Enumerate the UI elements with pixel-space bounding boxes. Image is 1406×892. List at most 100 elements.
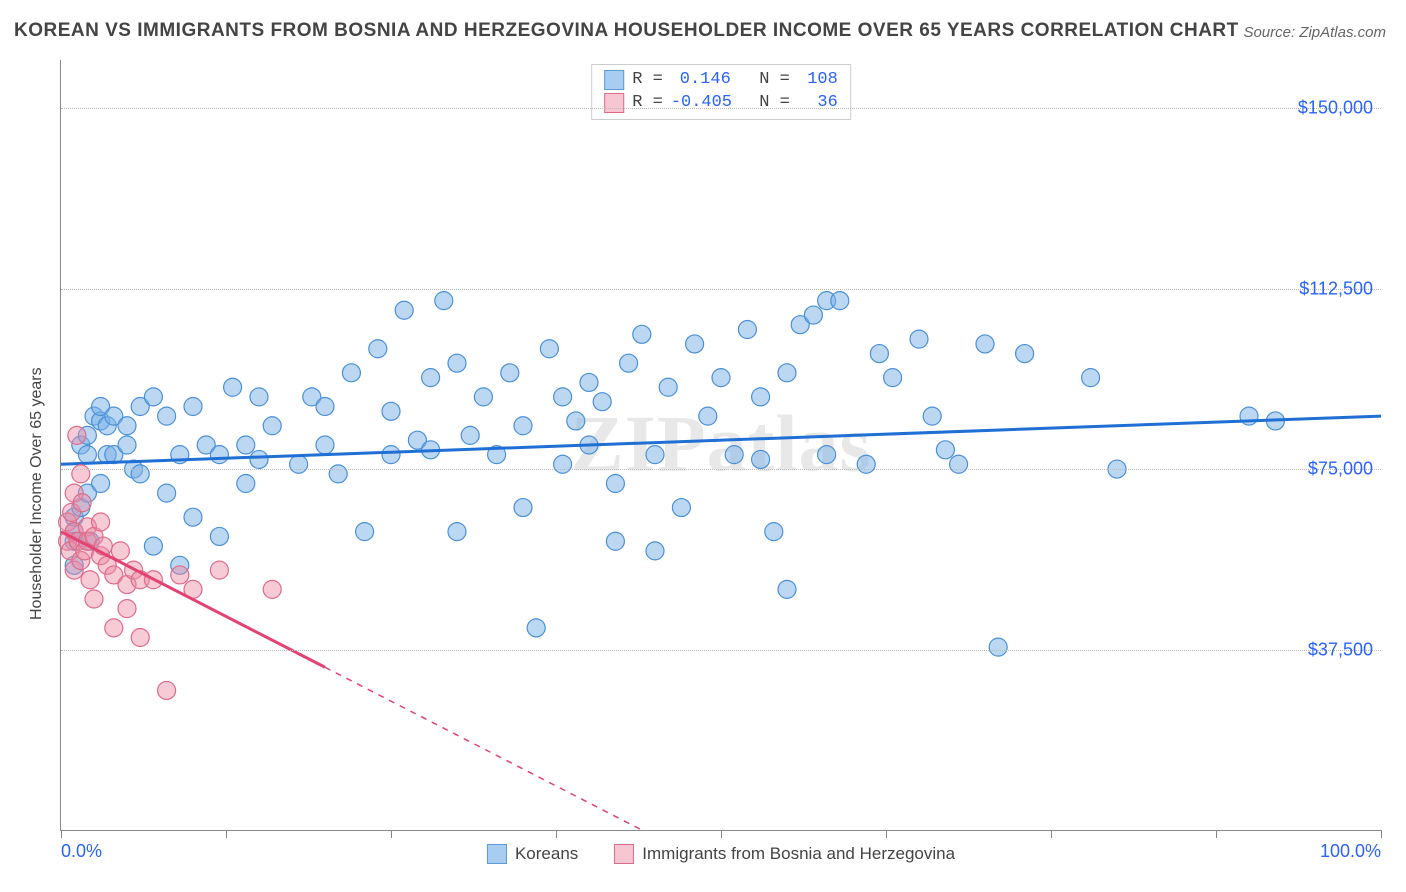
scatter-point-blue [448, 354, 466, 372]
scatter-point-blue [884, 369, 902, 387]
scatter-point-blue [646, 542, 664, 560]
scatter-point-pink [92, 513, 110, 531]
scatter-point-blue [554, 388, 572, 406]
scatter-point-blue [448, 523, 466, 541]
scatter-point-blue [316, 398, 334, 416]
x-tick [1051, 830, 1052, 838]
x-tick [226, 830, 227, 838]
scatter-point-blue [78, 446, 96, 464]
chart-container: KOREAN VS IMMIGRANTS FROM BOSNIA AND HER… [0, 0, 1406, 892]
scatter-svg [61, 60, 1381, 830]
scatter-point-blue [686, 335, 704, 353]
scatter-point-blue [316, 436, 334, 454]
stat-r-blue: 0.146 [671, 69, 731, 92]
scatter-point-blue [567, 412, 585, 430]
scatter-point-blue [540, 340, 558, 358]
scatter-point-blue [158, 484, 176, 502]
scatter-point-blue [778, 580, 796, 598]
x-tick [556, 830, 557, 838]
y-tick-label: $112,500 [1299, 278, 1373, 299]
scatter-point-pink [210, 561, 228, 579]
scatter-point-blue [184, 398, 202, 416]
x-tick [1216, 830, 1217, 838]
scatter-point-blue [659, 378, 677, 396]
scatter-point-blue [712, 369, 730, 387]
x-tick [721, 830, 722, 838]
scatter-point-blue [435, 292, 453, 310]
scatter-point-blue [501, 364, 519, 382]
stat-n-pink: 36 [798, 92, 838, 115]
gridline-h [61, 469, 1381, 470]
scatter-point-blue [144, 388, 162, 406]
scatter-point-blue [936, 441, 954, 459]
scatter-point-blue [950, 455, 968, 473]
y-axis-label: Householder Income Over 65 years [28, 367, 46, 620]
scatter-point-blue [606, 475, 624, 493]
scatter-point-blue [870, 345, 888, 363]
scatter-point-blue [818, 446, 836, 464]
scatter-point-pink [72, 465, 90, 483]
scatter-point-blue [369, 340, 387, 358]
gridline-h [61, 108, 1381, 109]
scatter-point-blue [738, 321, 756, 339]
y-tick-label: $150,000 [1298, 98, 1373, 119]
legend-series: Koreans Immigrants from Bosnia and Herze… [487, 844, 955, 864]
gridline-h [61, 289, 1381, 290]
scatter-point-blue [342, 364, 360, 382]
scatter-point-blue [910, 330, 928, 348]
scatter-point-blue [290, 455, 308, 473]
scatter-point-blue [606, 532, 624, 550]
scatter-point-blue [250, 388, 268, 406]
scatter-point-pink [73, 494, 91, 512]
scatter-point-pink [263, 580, 281, 598]
scatter-point-blue [118, 436, 136, 454]
scatter-point-pink [105, 619, 123, 637]
scatter-point-blue [857, 455, 875, 473]
scatter-point-pink [111, 542, 129, 560]
scatter-point-blue [382, 402, 400, 420]
scatter-point-pink [118, 600, 136, 618]
scatter-point-blue [92, 475, 110, 493]
scatter-point-pink [158, 681, 176, 699]
x-tick-label: 100.0% [1320, 841, 1381, 862]
gridline-h [61, 650, 1381, 651]
legend-stats-row-blue: R = 0.146 N = 108 [604, 69, 838, 92]
stat-n-blue: 108 [798, 69, 838, 92]
scatter-point-pink [81, 571, 99, 589]
scatter-point-blue [593, 393, 611, 411]
scatter-point-pink [171, 566, 189, 584]
scatter-point-blue [778, 364, 796, 382]
scatter-point-blue [580, 373, 598, 391]
plot-area: ZIPatlas R = 0.146 N = 108 R = -0.405 N … [60, 60, 1381, 831]
scatter-point-blue [237, 436, 255, 454]
swatch-blue-icon [604, 70, 624, 90]
scatter-point-blue [329, 465, 347, 483]
scatter-point-blue [382, 446, 400, 464]
swatch-pink-icon [614, 844, 634, 864]
legend-stats-row-pink: R = -0.405 N = 36 [604, 92, 838, 115]
scatter-point-blue [1016, 345, 1034, 363]
x-tick-label: 0.0% [61, 841, 102, 862]
scatter-point-blue [395, 301, 413, 319]
scatter-point-blue [210, 527, 228, 545]
scatter-point-blue [831, 292, 849, 310]
y-tick-label: $37,500 [1308, 639, 1373, 660]
scatter-point-blue [752, 388, 770, 406]
legend-stats: R = 0.146 N = 108 R = -0.405 N = 36 [591, 64, 851, 120]
scatter-point-blue [263, 417, 281, 435]
stat-label: N = [739, 69, 790, 92]
scatter-point-blue [633, 325, 651, 343]
scatter-point-blue [250, 450, 268, 468]
scatter-point-blue [1082, 369, 1100, 387]
scatter-point-blue [672, 499, 690, 517]
scatter-point-blue [184, 508, 202, 526]
trend-line-blue [61, 416, 1381, 464]
scatter-point-blue [527, 619, 545, 637]
scatter-point-blue [646, 446, 664, 464]
scatter-point-blue [699, 407, 717, 425]
scatter-point-blue [620, 354, 638, 372]
scatter-point-blue [725, 446, 743, 464]
legend-item-pink: Immigrants from Bosnia and Herzegovina [614, 844, 955, 864]
scatter-point-blue [514, 417, 532, 435]
legend-label-blue: Koreans [515, 844, 578, 864]
